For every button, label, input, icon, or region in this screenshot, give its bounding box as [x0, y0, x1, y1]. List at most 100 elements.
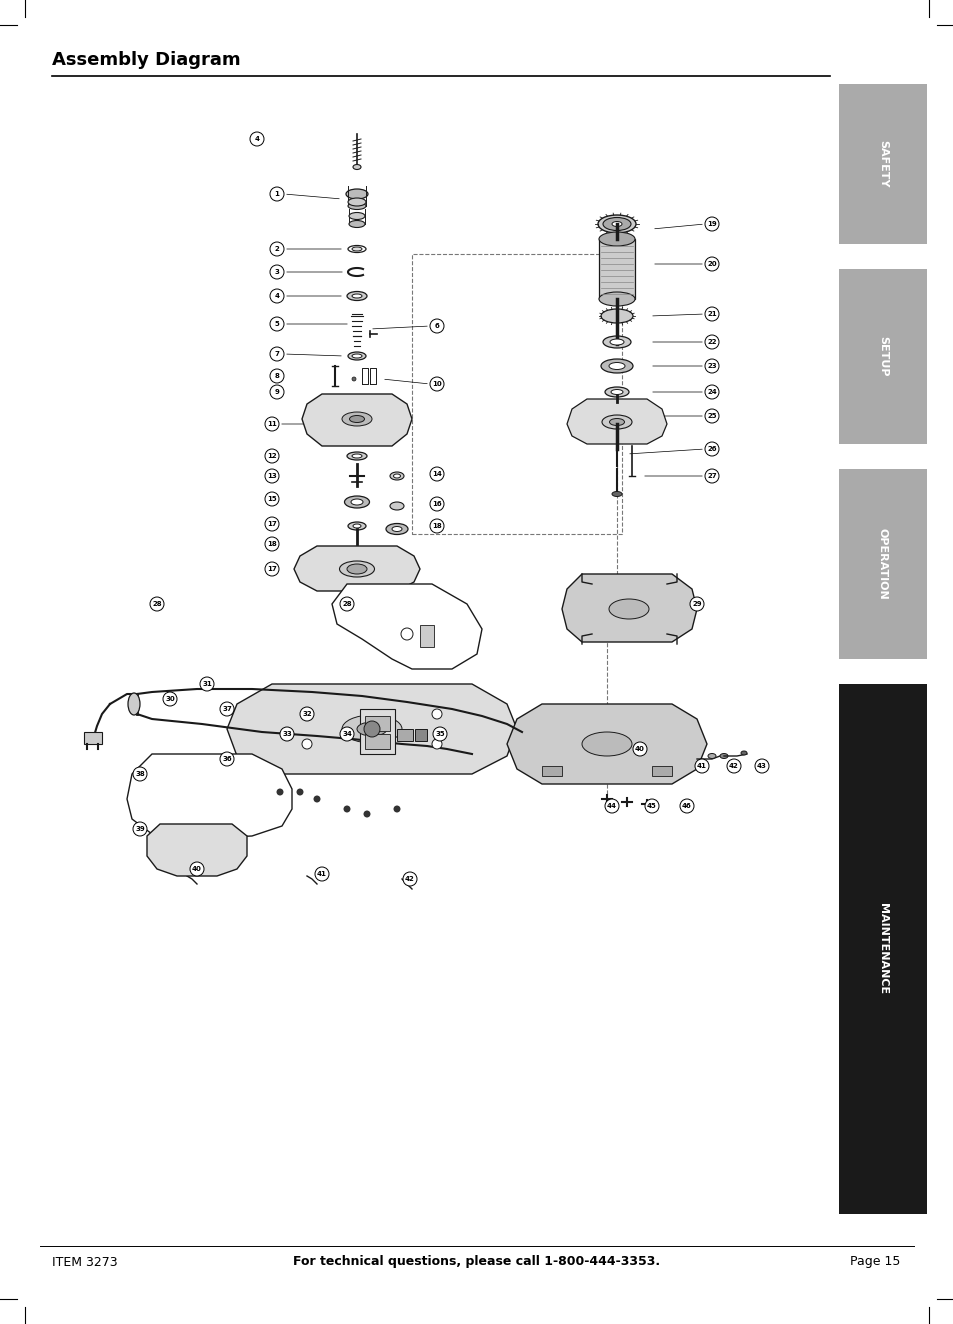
Text: 46: 46 [681, 802, 691, 809]
Circle shape [644, 798, 659, 813]
Bar [415, 730, 427, 741]
Text: MAINTENANCE: MAINTENANCE [877, 903, 887, 994]
Ellipse shape [352, 377, 355, 381]
Bar [359, 708, 395, 753]
Text: 34: 34 [342, 731, 352, 737]
Bar [838, 83, 926, 244]
Ellipse shape [353, 164, 360, 169]
Text: 25: 25 [706, 413, 716, 418]
Bar [838, 685, 926, 1214]
Ellipse shape [352, 454, 361, 458]
Text: 45: 45 [646, 802, 657, 809]
Circle shape [695, 759, 708, 773]
Text: 6: 6 [435, 323, 439, 328]
Circle shape [754, 759, 768, 773]
Ellipse shape [352, 248, 361, 252]
Text: 35: 35 [435, 731, 444, 737]
Ellipse shape [347, 451, 367, 459]
Ellipse shape [393, 474, 400, 478]
Ellipse shape [352, 294, 361, 298]
Text: 41: 41 [697, 763, 706, 769]
Circle shape [430, 496, 443, 511]
Circle shape [132, 822, 147, 835]
Ellipse shape [602, 217, 630, 230]
Text: 31: 31 [202, 681, 212, 687]
Text: 33: 33 [282, 731, 292, 737]
Bar [651, 767, 671, 776]
Ellipse shape [341, 412, 372, 426]
Text: 42: 42 [405, 876, 415, 882]
Circle shape [339, 727, 354, 741]
Circle shape [296, 789, 303, 796]
Ellipse shape [608, 363, 624, 369]
Ellipse shape [351, 499, 363, 504]
Text: 29: 29 [692, 601, 701, 606]
Circle shape [270, 385, 284, 399]
Circle shape [270, 316, 284, 331]
Circle shape [265, 538, 278, 551]
Circle shape [400, 628, 413, 639]
Text: 8: 8 [274, 373, 279, 379]
Text: 40: 40 [635, 745, 644, 752]
Text: Page 15: Page 15 [849, 1255, 899, 1268]
Circle shape [704, 469, 719, 483]
Circle shape [276, 789, 283, 796]
Ellipse shape [602, 336, 630, 348]
Text: For technical questions, please call 1-800-444-3353.: For technical questions, please call 1-8… [294, 1255, 659, 1268]
Text: 3: 3 [274, 269, 279, 275]
Ellipse shape [341, 715, 401, 743]
Circle shape [200, 677, 213, 691]
Ellipse shape [349, 416, 364, 422]
Ellipse shape [604, 387, 628, 397]
Text: 18: 18 [432, 523, 441, 530]
Polygon shape [127, 753, 292, 839]
Text: 19: 19 [706, 221, 716, 226]
Bar [598, 240, 635, 299]
Circle shape [704, 409, 719, 422]
Text: SAFETY: SAFETY [877, 140, 887, 188]
Circle shape [132, 767, 147, 781]
Text: OPERATION: OPERATION [877, 528, 887, 600]
Bar [84, 732, 102, 744]
Ellipse shape [348, 352, 366, 360]
Ellipse shape [349, 221, 365, 228]
Circle shape [704, 307, 719, 320]
Ellipse shape [356, 722, 387, 736]
Text: 36: 36 [222, 756, 232, 763]
Circle shape [265, 516, 278, 531]
Text: 38: 38 [135, 771, 145, 777]
Text: 22: 22 [706, 339, 716, 346]
Ellipse shape [581, 732, 631, 756]
Text: 43: 43 [757, 763, 766, 769]
Ellipse shape [609, 418, 624, 425]
Circle shape [270, 242, 284, 256]
Text: 40: 40 [192, 866, 202, 873]
Circle shape [265, 561, 278, 576]
Text: 20: 20 [706, 261, 716, 267]
Text: 16: 16 [432, 500, 441, 507]
Circle shape [220, 702, 233, 716]
Circle shape [430, 377, 443, 391]
Circle shape [280, 727, 294, 741]
Text: 17: 17 [267, 565, 276, 572]
Circle shape [265, 493, 278, 506]
Bar [365, 716, 390, 731]
Text: 44: 44 [606, 802, 617, 809]
Circle shape [150, 597, 164, 610]
Text: 32: 32 [302, 711, 312, 718]
Polygon shape [506, 704, 706, 784]
Ellipse shape [344, 496, 369, 508]
Circle shape [299, 707, 314, 722]
Ellipse shape [347, 291, 367, 301]
Ellipse shape [347, 564, 367, 575]
Polygon shape [227, 685, 517, 775]
Circle shape [432, 739, 441, 749]
Ellipse shape [707, 753, 716, 759]
Text: SETUP: SETUP [877, 336, 887, 377]
Bar [838, 269, 926, 444]
Circle shape [704, 217, 719, 230]
Circle shape [314, 796, 320, 802]
Bar [396, 730, 413, 741]
Circle shape [363, 810, 370, 817]
Circle shape [433, 727, 447, 741]
